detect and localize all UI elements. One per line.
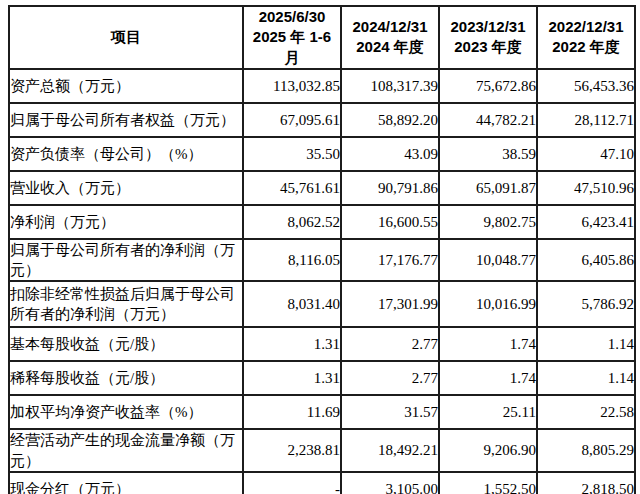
- period-date: 2024/12/31: [342, 17, 438, 37]
- table-row-deducted-net-profit: 扣除非经常性损益后归属于母公司所有者的净利润（万元） 8,031.40 17,3…: [9, 281, 635, 327]
- cell-value: 75,672.86: [439, 69, 537, 103]
- cell-value: 56,453.36: [537, 69, 635, 103]
- period-date: 2023/12/31: [440, 17, 536, 37]
- table-row-cash-dividend: 现金分红（万元） - 3,105.00 1,552.50 2,818.50: [9, 472, 635, 494]
- cell-value: 5,786.92: [537, 281, 635, 327]
- cell-value: 22.58: [537, 395, 635, 429]
- cell-value: 38.59: [439, 137, 537, 171]
- cell-value: 2,818.50: [537, 472, 635, 494]
- cell-value: 58,892.20: [341, 103, 439, 137]
- cell-value: 45,761.61: [243, 171, 341, 205]
- cell-value: 8,805.29: [537, 429, 635, 472]
- cell-value: 2.77: [341, 327, 439, 361]
- table-row-parent-net-profit: 归属于母公司所有者的净利润（万元） 8,116.05 17,176.77 10,…: [9, 239, 635, 282]
- table-row-weighted-roe: 加权平均净资产收益率（%） 11.69 31.57 25.11 22.58: [9, 395, 635, 429]
- cell-value: 67,095.61: [243, 103, 341, 137]
- cell-value: 90,791.86: [341, 171, 439, 205]
- cell-value: 35.50: [243, 137, 341, 171]
- column-header-item: 项目: [9, 6, 243, 69]
- column-header-period-2025: 2025/6/30 2025 年 1-6 月: [243, 6, 341, 69]
- cell-value: 44,782.21: [439, 103, 537, 137]
- row-label: 加权平均净资产收益率（%）: [9, 395, 243, 429]
- column-header-period-2024: 2024/12/31 2024 年度: [341, 6, 439, 69]
- row-label: 归属于母公司所有者的净利润（万元）: [9, 239, 243, 282]
- table-row-parent-equity: 归属于母公司所有者权益（万元） 67,095.61 58,892.20 44,7…: [9, 103, 635, 137]
- cell-value: 6,423.41: [537, 205, 635, 239]
- table-row-debt-ratio: 资产负债率（母公司）（%） 35.50 43.09 38.59 47.10: [9, 137, 635, 171]
- cell-value: -: [243, 472, 341, 494]
- row-label: 扣除非经常性损益后归属于母公司所有者的净利润（万元）: [9, 281, 243, 327]
- financial-summary-table: 项目 2025/6/30 2025 年 1-6 月 2024/12/31 202…: [8, 5, 636, 494]
- cell-value: 47,510.96: [537, 171, 635, 205]
- row-label: 现金分红（万元）: [9, 472, 243, 494]
- cell-value: 25.11: [439, 395, 537, 429]
- cell-value: 6,405.86: [537, 239, 635, 282]
- cell-value: 108,317.39: [341, 69, 439, 103]
- cell-value: 8,031.40: [243, 281, 341, 327]
- cell-value: 18,492.21: [341, 429, 439, 472]
- cell-value: 1.31: [243, 327, 341, 361]
- cell-value: 17,301.99: [341, 281, 439, 327]
- table-row-operating-cash-flow: 经营活动产生的现金流量净额（万元） 2,238.81 18,492.21 9,2…: [9, 429, 635, 472]
- cell-value: 10,016.99: [439, 281, 537, 327]
- column-header-period-2023: 2023/12/31 2023 年度: [439, 6, 537, 69]
- cell-value: 1,552.50: [439, 472, 537, 494]
- cell-value: 2.77: [341, 361, 439, 395]
- cell-value: 2,238.81: [243, 429, 341, 472]
- row-label: 经营活动产生的现金流量净额（万元）: [9, 429, 243, 472]
- cell-value: 1.74: [439, 327, 537, 361]
- row-label: 净利润（万元）: [9, 205, 243, 239]
- cell-value: 8,116.05: [243, 239, 341, 282]
- cell-value: 1.31: [243, 361, 341, 395]
- table-row-revenue: 营业收入（万元） 45,761.61 90,791.86 65,091.87 4…: [9, 171, 635, 205]
- item-header-label: 项目: [10, 27, 242, 47]
- cell-value: 65,091.87: [439, 171, 537, 205]
- period-date: 2025/6/30: [244, 7, 340, 27]
- period-range: 2024 年度: [342, 37, 438, 57]
- cell-value: 10,048.77: [439, 239, 537, 282]
- table-row-net-profit: 净利润（万元） 8,062.52 16,600.55 9,802.75 6,42…: [9, 205, 635, 239]
- cell-value: 16,600.55: [341, 205, 439, 239]
- cell-value: 17,176.77: [341, 239, 439, 282]
- cell-value: 28,112.71: [537, 103, 635, 137]
- row-label: 营业收入（万元）: [9, 171, 243, 205]
- table-row-diluted-eps: 稀释每股收益（元/股） 1.31 2.77 1.74 1.14: [9, 361, 635, 395]
- cell-value: 9,206.90: [439, 429, 537, 472]
- row-label: 归属于母公司所有者权益（万元）: [9, 103, 243, 137]
- period-range: 2023 年度: [440, 37, 536, 57]
- cell-value: 9,802.75: [439, 205, 537, 239]
- cell-value: 1.14: [537, 327, 635, 361]
- column-header-period-2022: 2022/12/31 2022 年度: [537, 6, 635, 69]
- cell-value: 1.14: [537, 361, 635, 395]
- row-label: 资产总额（万元）: [9, 69, 243, 103]
- cell-value: 43.09: [341, 137, 439, 171]
- cell-value: 1.74: [439, 361, 537, 395]
- period-date: 2022/12/31: [538, 17, 634, 37]
- cell-value: 47.10: [537, 137, 635, 171]
- cell-value: 31.57: [341, 395, 439, 429]
- cell-value: 113,032.85: [243, 69, 341, 103]
- row-label: 稀释每股收益（元/股）: [9, 361, 243, 395]
- period-range: 2025 年 1-6 月: [244, 27, 340, 68]
- period-range: 2022 年度: [538, 37, 634, 57]
- table-row-total-assets: 资产总额（万元） 113,032.85 108,317.39 75,672.86…: [9, 69, 635, 103]
- cell-value: 11.69: [243, 395, 341, 429]
- table-row-basic-eps: 基本每股收益（元/股） 1.31 2.77 1.74 1.14: [9, 327, 635, 361]
- row-label: 基本每股收益（元/股）: [9, 327, 243, 361]
- cell-value: 3,105.00: [341, 472, 439, 494]
- header-row: 项目 2025/6/30 2025 年 1-6 月 2024/12/31 202…: [9, 6, 635, 69]
- row-label: 资产负债率（母公司）（%）: [9, 137, 243, 171]
- cell-value: 8,062.52: [243, 205, 341, 239]
